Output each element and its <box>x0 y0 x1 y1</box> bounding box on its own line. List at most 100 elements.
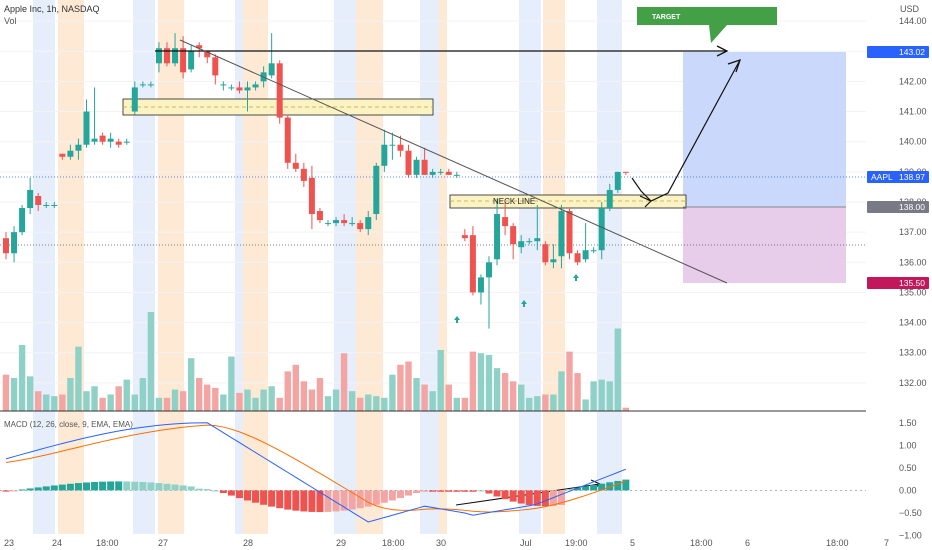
macd-histogram-bar <box>260 490 268 505</box>
volume-bar <box>429 391 436 411</box>
price-tick-label: 144.00 <box>899 16 927 26</box>
candle-body <box>180 48 187 73</box>
macd-histogram-bar <box>91 482 99 491</box>
macd-histogram-bar <box>388 490 396 501</box>
macd-pane <box>0 422 866 523</box>
macd-histogram-bar <box>541 490 549 507</box>
candle-body <box>107 138 114 142</box>
macd-histogram-bar <box>356 490 364 509</box>
candle-body <box>244 87 251 91</box>
macd-histogram-bar <box>195 488 203 491</box>
volume-bar <box>526 397 533 411</box>
volume-bar <box>252 397 259 411</box>
volume-bar <box>91 386 98 411</box>
volume-bar <box>228 356 235 411</box>
candle-body <box>204 51 211 58</box>
macd-histogram-bar <box>485 490 493 494</box>
volume-bar <box>590 381 597 411</box>
candle-body <box>139 84 146 86</box>
candle-body <box>622 171 629 173</box>
candle-body <box>27 189 34 209</box>
candle-body <box>606 189 613 209</box>
candle-body <box>558 211 565 257</box>
volume-bar <box>147 312 155 411</box>
macd-histogram-bar <box>58 484 66 491</box>
macd-tick-label: −0.50 <box>899 508 922 518</box>
macd-histogram-bar <box>477 490 485 492</box>
price-tick-label: 134.00 <box>899 318 927 328</box>
time-tick-label: 24 <box>52 538 62 548</box>
volume-bar <box>244 389 251 411</box>
macd-histogram-bar <box>614 480 622 491</box>
candle-body <box>212 57 219 76</box>
macd-histogram-bar <box>453 490 461 492</box>
time-tick-label: 23 <box>4 538 14 548</box>
macd-histogram-bar <box>139 482 147 491</box>
macd-label: MACD (12, 26, close, 9, EMA, EMA) <box>4 420 133 429</box>
price-tick-label: 136.00 <box>899 257 927 267</box>
volume-bar <box>461 397 469 411</box>
macd-histogram-bar <box>123 481 131 491</box>
candle-body <box>542 244 549 263</box>
macd-tick-label: 1.50 <box>899 418 917 428</box>
volume-bar <box>35 391 42 411</box>
volume-bar <box>405 361 412 411</box>
macd-line <box>5 422 627 523</box>
volume-bar <box>59 394 66 411</box>
volume-bar <box>558 371 565 411</box>
volume-bar <box>155 397 163 411</box>
candle-body <box>453 174 460 176</box>
volume-bar <box>75 346 82 411</box>
time-tick-label: 28 <box>243 538 253 548</box>
volume-bar <box>83 391 90 411</box>
volume-bar <box>614 328 621 411</box>
session-band <box>420 0 439 534</box>
volume-bar <box>348 391 356 411</box>
candle-body <box>413 159 420 175</box>
volume-bar <box>582 399 589 411</box>
time-tick-label: Jul <box>520 538 532 548</box>
time-tick-label: 27 <box>158 538 168 548</box>
time-tick-label: 18:00 <box>96 538 119 548</box>
macd-histogram-bar <box>566 489 573 491</box>
session-band <box>356 0 383 534</box>
target-price-label-bg <box>867 46 929 58</box>
session-band <box>334 0 356 534</box>
volume-bar <box>453 397 460 411</box>
macd-histogram-bar <box>437 490 445 492</box>
macd-histogram-bar <box>244 490 251 501</box>
volume-bar <box>187 358 195 411</box>
macd-histogram-bar <box>107 481 115 491</box>
macd-histogram-bar <box>396 490 404 499</box>
time-tick-label: 19:00 <box>565 538 588 548</box>
volume-bar <box>574 373 581 411</box>
volume-bar <box>26 376 34 411</box>
volume-bar <box>212 387 219 411</box>
candle-body <box>494 214 501 260</box>
volume-bar <box>51 396 58 411</box>
price-labels: 143.02 AAPL 138.97 138.00 135.50 <box>867 46 929 289</box>
macd-histogram-bar <box>509 490 517 502</box>
macd-tick-label: −1.00 <box>899 531 922 541</box>
candle-body <box>188 51 195 70</box>
volume-bar <box>43 394 50 411</box>
candle-body <box>389 144 396 146</box>
pullback-arrowhead-icon <box>639 195 653 208</box>
candle-body <box>99 135 106 142</box>
macd-histogram-bar <box>26 488 34 491</box>
candle-body <box>19 208 26 233</box>
candle-body <box>590 250 597 252</box>
macd-histogram-bar <box>147 482 155 491</box>
macd-histogram-bar <box>2 490 10 492</box>
candle-body <box>316 211 323 221</box>
volume-bar <box>437 349 444 411</box>
macd-tick-label: 0.50 <box>899 463 917 473</box>
stop-price-label: 135.50 <box>899 278 925 288</box>
target-callout <box>637 7 777 43</box>
candle-body <box>614 171 621 190</box>
signal-line <box>5 424 627 513</box>
candle-body <box>502 217 509 227</box>
macd-histogram-bar <box>413 490 421 494</box>
candle-body <box>365 217 372 230</box>
